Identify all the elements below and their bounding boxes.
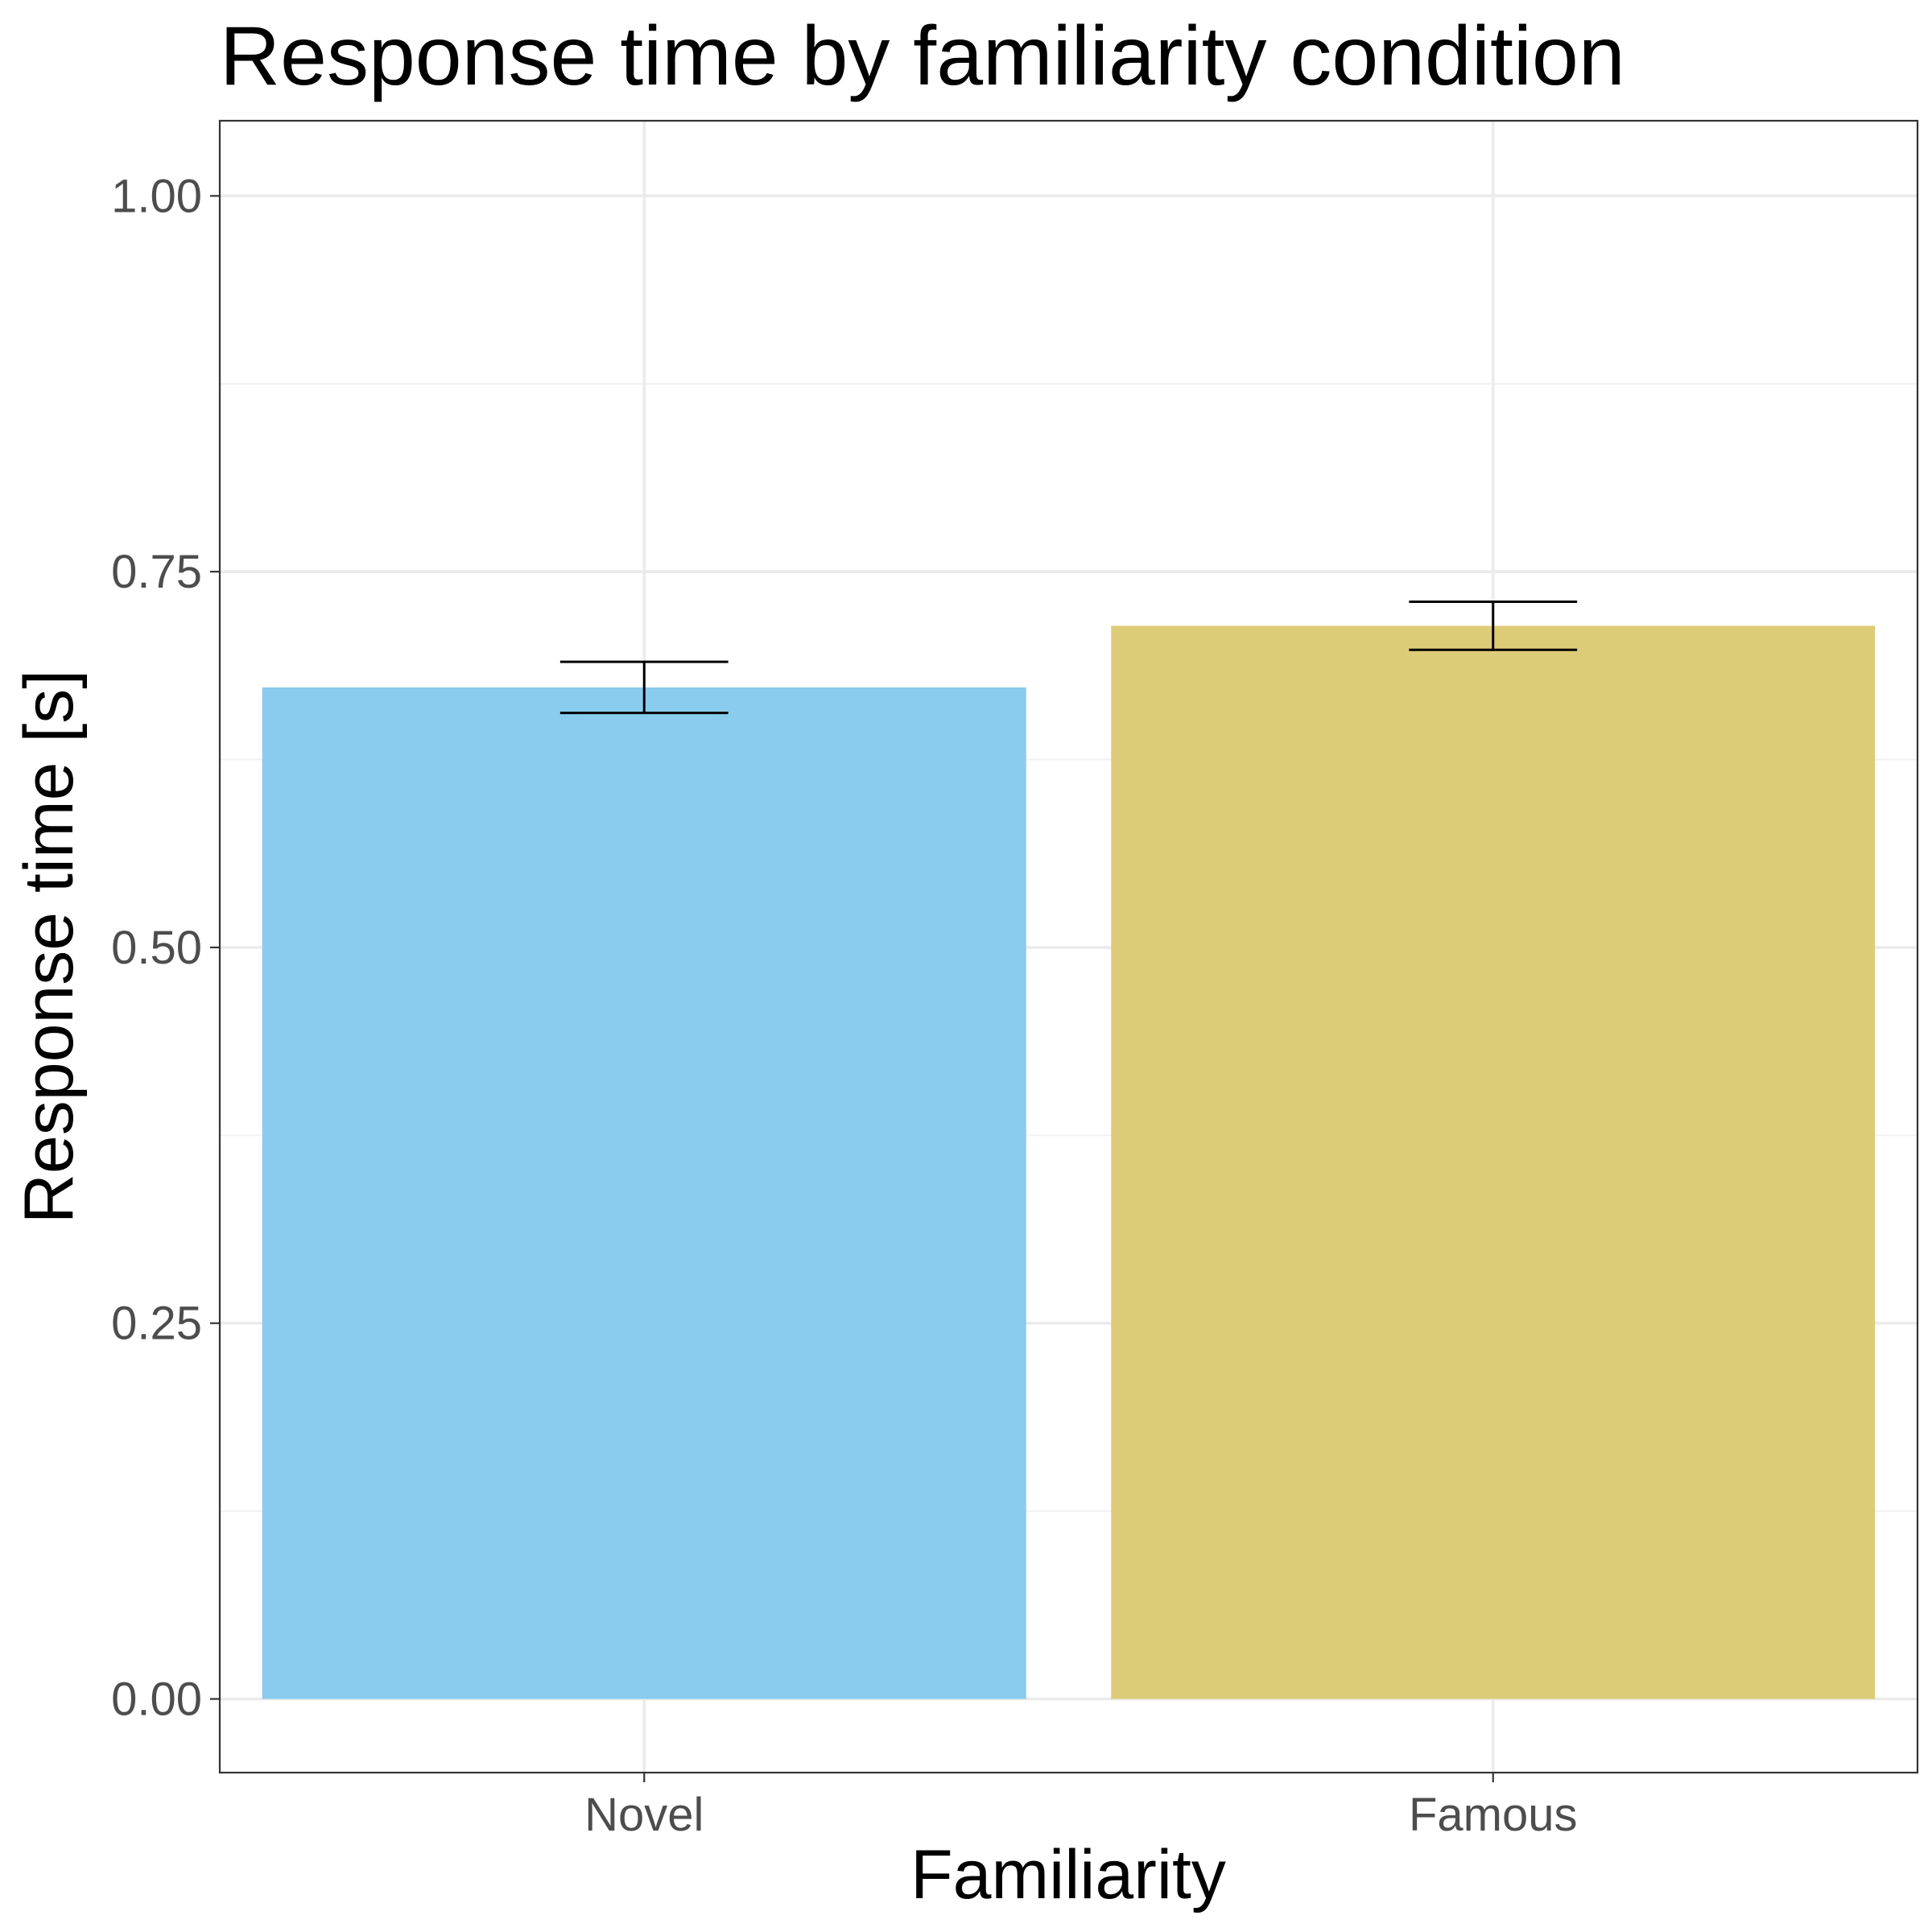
bar-famous: [1111, 625, 1876, 1699]
bar-novel: [262, 687, 1026, 1699]
x-axis-title: Familiarity: [910, 1836, 1226, 1913]
x-tick-labels: Novel Famous: [584, 1789, 1577, 1841]
chart-title: Response time by familiarity condition: [220, 10, 1625, 103]
y-axis-title: Response time [s]: [10, 670, 88, 1224]
error-bars: [559, 600, 1578, 715]
x-tick-label: Famous: [1409, 1789, 1578, 1841]
y-tick-labels: 0.00 0.25 0.50 0.75 1.00: [111, 170, 202, 1725]
axis-ticks: [210, 195, 1494, 1782]
bars: [262, 625, 1876, 1699]
y-tick-label: 1.00: [111, 170, 202, 222]
y-tick-label: 0.50: [111, 922, 202, 974]
y-tick-label: 0.00: [111, 1674, 202, 1726]
y-tick-label: 0.75: [111, 546, 202, 598]
x-tick-label: Novel: [584, 1789, 704, 1841]
y-tick-label: 0.25: [111, 1298, 202, 1350]
